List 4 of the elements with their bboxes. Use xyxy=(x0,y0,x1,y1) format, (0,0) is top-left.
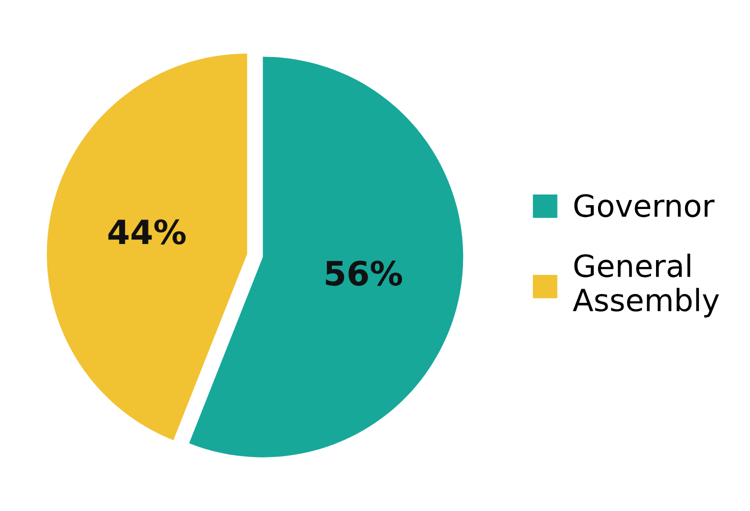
legend-label: Governor xyxy=(574,194,715,218)
legend-label: General Assembly xyxy=(572,254,719,318)
data-label: 56% xyxy=(326,260,402,286)
data-label: 44% xyxy=(108,219,186,245)
